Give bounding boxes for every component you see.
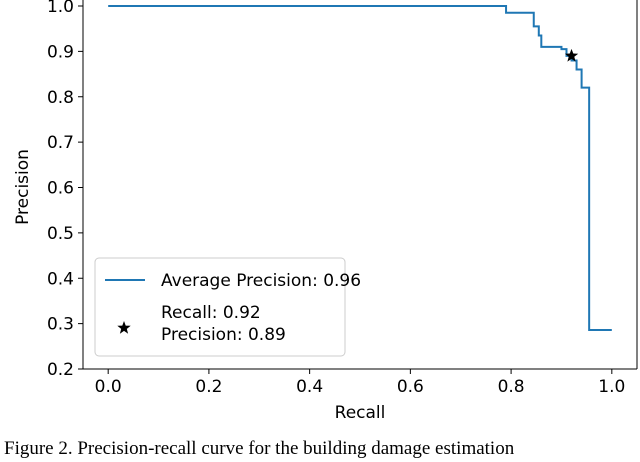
y-tick-label: 0.2 <box>47 360 74 380</box>
x-tick-label: 1.0 <box>598 377 625 397</box>
legend-box <box>94 257 346 357</box>
y-tick-label: 0.5 <box>47 224 74 244</box>
legend-label: Average Precision: 0.96 <box>161 271 361 291</box>
x-tick-label: 0.0 <box>95 377 122 397</box>
x-tick-label: 0.6 <box>397 377 424 397</box>
x-axis-label: Recall <box>335 403 386 423</box>
y-tick-label: 0.4 <box>47 269 74 289</box>
y-tick-label: 0.3 <box>47 315 74 335</box>
y-tick-label: 0.6 <box>47 179 74 199</box>
legend-label: Precision: 0.89 <box>161 325 286 345</box>
y-tick-label: 1.0 <box>47 0 74 17</box>
legend-swatch <box>117 321 131 334</box>
y-tick-label: 0.8 <box>47 88 74 108</box>
legend-label: Recall: 0.92 <box>161 303 261 323</box>
y-axis-label: Precision <box>13 149 33 225</box>
y-tick-label: 0.7 <box>47 133 74 153</box>
caption: Figure 2. Precision-recall curve for the… <box>4 438 515 458</box>
x-tick-label: 0.4 <box>296 377 323 397</box>
pr-curve <box>108 5 612 331</box>
operating-point <box>564 48 579 62</box>
y-tick-label: 0.9 <box>47 42 74 62</box>
x-tick-label: 0.2 <box>195 377 222 397</box>
x-tick-label: 0.8 <box>498 377 525 397</box>
